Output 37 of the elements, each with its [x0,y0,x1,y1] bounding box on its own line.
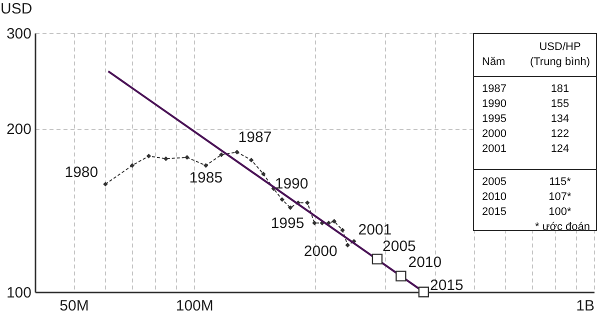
annotation: 134 [550,112,570,127]
annotation: 100* [548,205,572,220]
annotation: 2010 [408,254,442,272]
annotation: 2005 [382,238,416,256]
annotation: 107* [548,190,572,205]
annotation: 155 [550,97,570,112]
annotation: 2000 [481,127,508,142]
annotation: 2001 [358,221,392,238]
annotation: 1985 [189,170,223,187]
y-axis-title: USD [0,0,32,18]
annotation: 2010 [481,190,508,205]
annotation: 2015 [481,205,508,220]
annotation: 1987 [238,129,272,146]
x-tick-label: 1B [576,298,594,314]
annotation: USD/HP [538,41,582,53]
annotation: 2001 [481,142,508,157]
annotation: 124 [550,142,570,157]
annotation: 2015 [430,277,464,294]
annotation: 181 [550,82,570,97]
annotation: 1990 [481,97,508,112]
annotation: Năm [482,56,506,68]
x-tick-label: 100M [176,298,214,314]
annotation: * ước đoán [534,220,591,235]
x-tick-label: 50M [60,298,89,314]
annotation: 1990 [274,176,308,193]
annotation: 2005 [481,175,508,190]
annotation: (Trung bình) [528,56,592,68]
y-tick-label: 300 [6,26,32,42]
annotation: 122 [550,127,570,142]
annotation: 115* [548,175,572,190]
y-tick-label: 200 [6,121,32,138]
y-tick-label: 100 [6,284,32,302]
annotation: 1995 [481,112,508,127]
annotation: 1980 [64,164,98,182]
annotation: 2000 [304,243,338,260]
annotation: 1987 [481,82,508,97]
annotation: 1995 [270,215,304,232]
